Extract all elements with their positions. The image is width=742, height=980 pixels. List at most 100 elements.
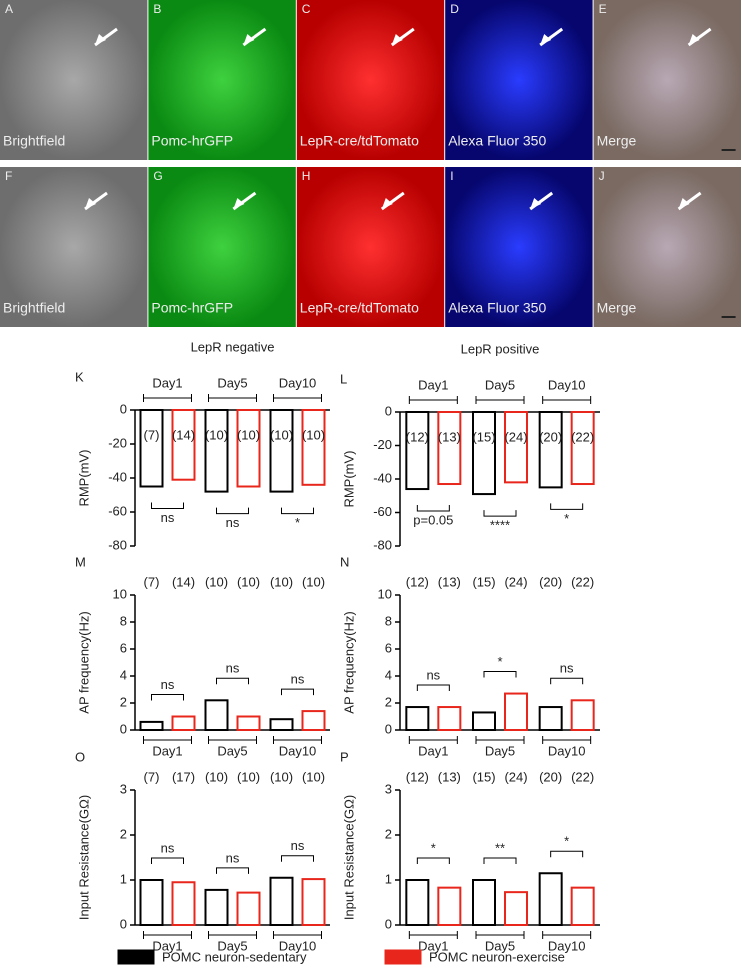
sig-bracket: [281, 507, 314, 515]
bar: [504, 411, 528, 484]
arrow-head: [688, 34, 700, 45]
panel-letter: J: [599, 169, 605, 183]
sig-label: ns: [161, 510, 175, 525]
sig-bracket: [483, 857, 517, 864]
sig-bracket: [216, 677, 249, 685]
n-label: (13): [438, 769, 461, 784]
x-tick-label: Day1: [418, 938, 448, 953]
micrograph: [593, 167, 741, 327]
panel-label: Merge: [597, 133, 637, 149]
n-label: (7): [144, 769, 160, 784]
sig-label: ns: [291, 672, 305, 687]
sig-label: ns: [560, 661, 574, 676]
n-label: (24): [504, 574, 527, 589]
sig-bracket: [550, 503, 584, 510]
n-label: (13): [438, 574, 461, 589]
y-axis-label: AP frequency(Hz): [341, 611, 356, 713]
y-tick-label: 2: [385, 694, 392, 709]
panel-label: LepR-cre/tdTomato: [300, 300, 419, 316]
x-tick-label: Day5: [485, 938, 515, 953]
n-label: (20): [539, 769, 562, 784]
micrograph: [296, 0, 445, 160]
n-label: (7): [144, 427, 160, 442]
n-label: (10): [302, 427, 325, 442]
sig-label: ns: [426, 667, 440, 682]
bar: [405, 879, 430, 926]
arrow-head: [530, 198, 542, 209]
sig-label: ns: [226, 661, 240, 676]
x-tick-label: Day10: [279, 375, 317, 390]
arrow-head: [540, 34, 552, 45]
sig-label: *: [564, 511, 569, 526]
y-tick-label: 1: [385, 871, 392, 886]
bar: [139, 409, 164, 488]
legend-label: POMC neuron-sedentary: [162, 949, 307, 964]
sig-bracket: [483, 510, 517, 517]
bar: [538, 706, 563, 731]
y-tick-label: -20: [373, 437, 392, 452]
n-label: (10): [205, 574, 228, 589]
group-bracket: [408, 736, 458, 744]
x-tick-label: Day1: [152, 938, 182, 953]
group-bracket: [542, 396, 592, 404]
bar: [236, 891, 261, 926]
group-bracket: [208, 736, 257, 744]
panel-label: Brightfield: [3, 300, 65, 316]
y-tick-label: 1: [120, 871, 127, 886]
bar: [437, 411, 462, 486]
sig-label: ns: [226, 850, 240, 865]
n-label: (13): [438, 429, 461, 444]
sig-bracket: [281, 688, 314, 696]
y-tick-label: 8: [120, 613, 127, 628]
sig-label: p=0.05: [413, 512, 453, 527]
sig-bracket: [151, 857, 184, 864]
panel-label: LepR-cre/tdTomato: [300, 133, 419, 149]
group-bracket: [273, 736, 322, 744]
y-tick-label: 0: [120, 401, 127, 416]
panel-letter: F: [5, 169, 12, 183]
panel-letter: K: [75, 369, 84, 384]
panel-label: Alexa Fluor 350: [448, 133, 546, 149]
panel-label: Pomc-hrGFP: [151, 300, 233, 316]
sig-bracket: [550, 677, 584, 685]
n-label: (20): [539, 574, 562, 589]
bar: [538, 411, 563, 489]
bar: [472, 711, 496, 732]
y-tick-label: 6: [120, 640, 127, 655]
group-bracket: [542, 931, 592, 939]
y-tick-label: 3: [385, 781, 392, 796]
n-label: (12): [406, 574, 429, 589]
n-label: (15): [472, 769, 495, 784]
group-bracket: [475, 396, 525, 404]
bar: [301, 710, 326, 731]
sig-label: ns: [161, 840, 175, 855]
n-label: (10): [205, 427, 228, 442]
group-bracket: [143, 394, 192, 402]
n-label: (10): [270, 769, 293, 784]
bar: [538, 872, 563, 926]
bar: [570, 886, 595, 927]
y-tick-label: 2: [120, 826, 127, 841]
bar: [171, 881, 196, 926]
group-bracket: [408, 396, 458, 404]
n-label: (17): [172, 769, 195, 784]
y-tick-label: 0: [385, 403, 392, 418]
bar: [301, 878, 326, 926]
legend-swatch: [384, 949, 422, 965]
bar: [204, 699, 229, 731]
n-label: (15): [472, 429, 495, 444]
bar: [405, 411, 430, 491]
bar: [269, 409, 294, 493]
panel-letter: E: [599, 2, 607, 16]
x-tick-label: Day1: [418, 743, 448, 758]
micrograph: [445, 167, 593, 327]
panel-letter: B: [153, 2, 161, 16]
y-tick-label: 3: [120, 781, 127, 796]
sig-label: ****: [490, 518, 510, 533]
micrograph: [445, 0, 593, 160]
x-tick-label: Day10: [548, 743, 586, 758]
sig-label: *: [497, 654, 502, 669]
group-bracket: [208, 931, 257, 939]
micrograph: [593, 0, 741, 160]
bar: [236, 409, 261, 488]
